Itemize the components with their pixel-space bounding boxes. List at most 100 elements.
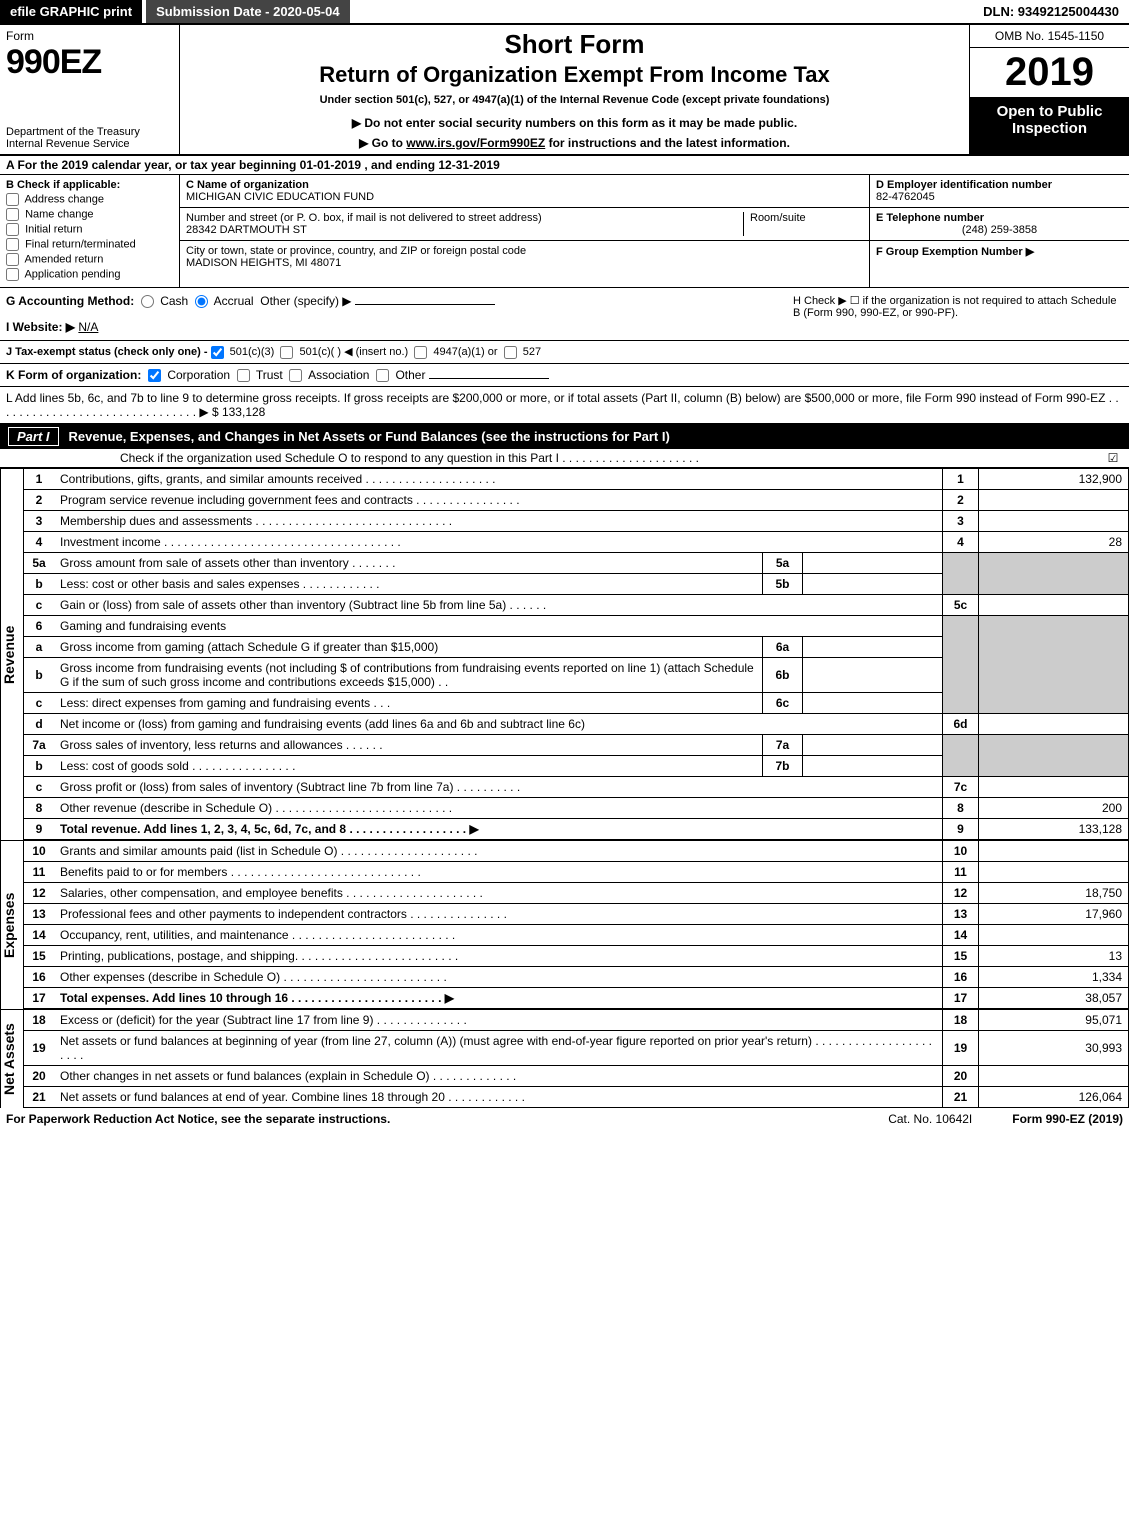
- line-k: K Form of organization: Corporation Trus…: [0, 364, 1129, 387]
- accounting-cash[interactable]: [141, 295, 154, 308]
- revenue-side-label: Revenue: [0, 468, 24, 840]
- page-footer: For Paperwork Reduction Act Notice, see …: [0, 1108, 1129, 1130]
- line-i-label: I Website: ▶: [6, 320, 75, 334]
- line-l-value: $ 133,128: [212, 405, 265, 419]
- line-l-text: L Add lines 5b, 6c, and 7b to line 9 to …: [6, 391, 1119, 419]
- return-title: Return of Organization Exempt From Incom…: [190, 62, 959, 88]
- phone-row: E Telephone number (248) 259-3858: [870, 208, 1129, 241]
- expenses-side-label: Expenses: [0, 840, 24, 1009]
- line-g: G Accounting Method: Cash Accrual Other …: [6, 294, 783, 334]
- check-initial-return[interactable]: Initial return: [6, 223, 173, 236]
- group-exemption-label: F Group Exemption Number ▶: [876, 245, 1123, 258]
- table-row: 18Excess or (deficit) for the year (Subt…: [24, 1010, 1129, 1031]
- form-reference: Form 990-EZ (2019): [1012, 1112, 1123, 1126]
- table-row: 7aGross sales of inventory, less returns…: [24, 735, 1129, 756]
- street-label: Number and street (or P. O. box, if mail…: [186, 212, 743, 224]
- catalog-number: Cat. No. 10642I: [888, 1112, 972, 1126]
- header-right: OMB No. 1545-1150 2019 Open to Public In…: [969, 25, 1129, 154]
- table-row: dNet income or (loss) from gaming and fu…: [24, 714, 1129, 735]
- other-org-input[interactable]: [429, 378, 549, 379]
- table-row: 14Occupancy, rent, utilities, and mainte…: [24, 925, 1129, 946]
- line-j: J Tax-exempt status (check only one) - 5…: [0, 341, 1129, 364]
- table-row: 12Salaries, other compensation, and empl…: [24, 883, 1129, 904]
- part-1-label: Part I: [8, 427, 59, 446]
- department-label: Department of the Treasury Internal Reve…: [6, 126, 173, 150]
- section-b: B Check if applicable: Address change Na…: [0, 175, 180, 287]
- table-row: 8Other revenue (describe in Schedule O) …: [24, 798, 1129, 819]
- org-name-label: C Name of organization: [186, 179, 374, 191]
- net-assets-table: 18Excess or (deficit) for the year (Subt…: [24, 1009, 1129, 1108]
- short-form-title: Short Form: [190, 29, 959, 60]
- table-row: 13Professional fees and other payments t…: [24, 904, 1129, 925]
- accounting-other-input[interactable]: [355, 304, 495, 305]
- under-section-text: Under section 501(c), 527, or 4947(a)(1)…: [190, 94, 959, 106]
- tax-period: A For the 2019 calendar year, or tax yea…: [0, 156, 1129, 175]
- table-row: 4Investment income . . . . . . . . . . .…: [24, 532, 1129, 553]
- line-g-label: G Accounting Method:: [6, 294, 134, 308]
- table-row: cGross profit or (loss) from sales of in…: [24, 777, 1129, 798]
- form-header: Form 990EZ Department of the Treasury In…: [0, 25, 1129, 156]
- table-row: cGain or (loss) from sale of assets othe…: [24, 595, 1129, 616]
- table-row: 20Other changes in net assets or fund ba…: [24, 1066, 1129, 1087]
- check-amended-return[interactable]: Amended return: [6, 253, 173, 266]
- street-row: Number and street (or P. O. box, if mail…: [180, 208, 869, 241]
- info-grid: B Check if applicable: Address change Na…: [0, 175, 1129, 288]
- street-value: 28342 DARTMOUTH ST: [186, 224, 743, 236]
- net-assets-section: Net Assets 18Excess or (deficit) for the…: [0, 1009, 1129, 1108]
- section-d-e-f: D Employer identification number 82-4762…: [869, 175, 1129, 287]
- expenses-section: Expenses 10Grants and similar amounts pa…: [0, 840, 1129, 1009]
- check-corporation[interactable]: [148, 369, 161, 382]
- line-g-h: G Accounting Method: Cash Accrual Other …: [0, 288, 1129, 341]
- revenue-table: 1Contributions, gifts, grants, and simil…: [24, 468, 1129, 840]
- table-row: 17Total expenses. Add lines 10 through 1…: [24, 988, 1129, 1009]
- omb-number: OMB No. 1545-1150: [970, 25, 1129, 48]
- header-center: Short Form Return of Organization Exempt…: [180, 25, 969, 154]
- irs-link[interactable]: www.irs.gov/Form990EZ: [406, 136, 545, 150]
- accounting-accrual[interactable]: [195, 295, 208, 308]
- header-left: Form 990EZ Department of the Treasury In…: [0, 25, 180, 154]
- line-l: L Add lines 5b, 6c, and 7b to line 9 to …: [0, 387, 1129, 424]
- table-row: 19Net assets or fund balances at beginni…: [24, 1031, 1129, 1066]
- city-value: MADISON HEIGHTS, MI 48071: [186, 257, 526, 269]
- check-name-change[interactable]: Name change: [6, 208, 173, 221]
- check-other[interactable]: [376, 369, 389, 382]
- part-1-subtitle-row: Check if the organization used Schedule …: [0, 449, 1129, 468]
- line-j-label: J Tax-exempt status (check only one) -: [6, 346, 211, 358]
- dln-label: DLN: 93492125004430: [973, 0, 1129, 23]
- check-address-change[interactable]: Address change: [6, 193, 173, 206]
- efile-label[interactable]: efile GRAPHIC print: [0, 0, 142, 23]
- room-suite-label: Room/suite: [743, 212, 863, 236]
- ein-row: D Employer identification number 82-4762…: [870, 175, 1129, 208]
- part-1-subtitle: Check if the organization used Schedule …: [120, 451, 1103, 465]
- check-527[interactable]: [504, 346, 517, 359]
- check-501c[interactable]: [280, 346, 293, 359]
- website-value: N/A: [78, 320, 98, 334]
- table-row: 3Membership dues and assessments . . . .…: [24, 511, 1129, 532]
- phone-value: (248) 259-3858: [876, 224, 1123, 236]
- org-name-value: MICHIGAN CIVIC EDUCATION FUND: [186, 191, 374, 203]
- form-word: Form: [6, 29, 173, 43]
- table-row: 9Total revenue. Add lines 1, 2, 3, 4, 5c…: [24, 819, 1129, 840]
- table-row: 11Benefits paid to or for members . . . …: [24, 862, 1129, 883]
- revenue-section: Revenue 1Contributions, gifts, grants, a…: [0, 468, 1129, 840]
- table-row: 6Gaming and fundraising events: [24, 616, 1129, 637]
- form-number: 990EZ: [6, 43, 173, 82]
- section-b-title: B Check if applicable:: [6, 179, 173, 191]
- table-row: 16Other expenses (describe in Schedule O…: [24, 967, 1129, 988]
- tax-year: 2019: [970, 48, 1129, 97]
- check-trust[interactable]: [237, 369, 250, 382]
- check-application-pending[interactable]: Application pending: [6, 268, 173, 281]
- paperwork-notice: For Paperwork Reduction Act Notice, see …: [6, 1112, 390, 1126]
- goto-suffix: for instructions and the latest informat…: [549, 136, 790, 150]
- city-row: City or town, state or province, country…: [180, 241, 869, 273]
- period-text: A For the 2019 calendar year, or tax yea…: [6, 158, 500, 172]
- table-row: 10Grants and similar amounts paid (list …: [24, 841, 1129, 862]
- check-501c3[interactable]: [211, 346, 224, 359]
- check-final-return[interactable]: Final return/terminated: [6, 238, 173, 251]
- ein-label: D Employer identification number: [876, 179, 1123, 191]
- ein-value: 82-4762045: [876, 191, 1123, 203]
- check-association[interactable]: [289, 369, 302, 382]
- net-assets-side-label: Net Assets: [0, 1009, 24, 1108]
- check-4947[interactable]: [414, 346, 427, 359]
- part-1-checkbox[interactable]: ☑: [1103, 451, 1123, 465]
